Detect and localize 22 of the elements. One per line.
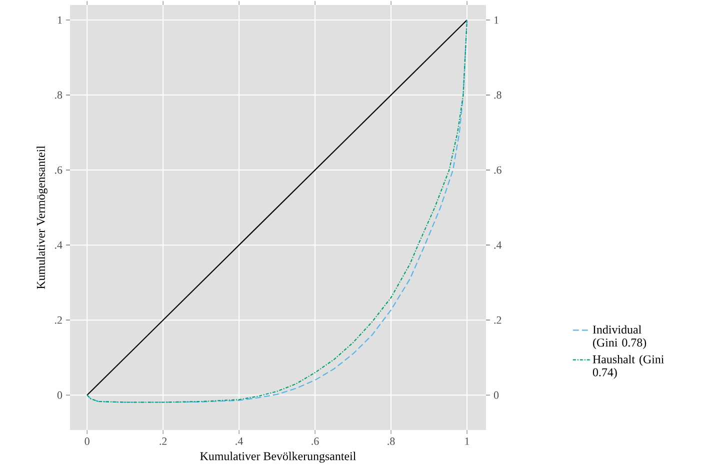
x-tick-label: .4 xyxy=(236,438,244,445)
x-axis-title: Kumulativer Bevölkerungsanteil xyxy=(200,452,356,463)
x-tick-label: 0 xyxy=(84,438,90,445)
y-tick-label: .6 xyxy=(54,166,62,174)
x-tick-label: .2 xyxy=(160,438,167,445)
y2-tick-label: 1 xyxy=(494,16,498,24)
y2-tick-label: 0 xyxy=(494,391,499,399)
y2-tick-label: .8 xyxy=(494,91,502,99)
y-tick-label: .8 xyxy=(54,91,62,99)
y-tick-label: 0 xyxy=(57,391,62,399)
y-tick-label: 1 xyxy=(58,16,62,24)
legend-label: Individual (Gini 0.78) xyxy=(592,325,646,350)
y-axis-title: Kumulativer Vermögensanteil xyxy=(36,146,48,290)
y-tick-label: .4 xyxy=(54,241,62,249)
legend-label: Haushalt (Gini 0.74) xyxy=(592,354,664,379)
x-tick-label: .8 xyxy=(388,438,395,445)
y2-tick-label: .6 xyxy=(494,166,502,174)
x-tick-label: .6 xyxy=(312,438,319,445)
y-tick-label: .2 xyxy=(54,316,62,324)
y2-tick-label: .2 xyxy=(494,316,502,324)
x-tick-label: 1 xyxy=(465,438,470,445)
y2-tick-label: .4 xyxy=(494,241,502,249)
